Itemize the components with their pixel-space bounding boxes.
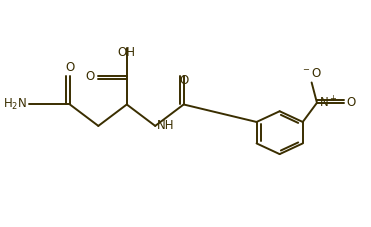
Text: OH: OH: [118, 46, 136, 59]
Text: O: O: [347, 96, 356, 109]
Text: O: O: [179, 74, 188, 87]
Text: N$^+$: N$^+$: [319, 95, 337, 110]
Text: O: O: [65, 61, 75, 74]
Text: NH: NH: [157, 119, 174, 132]
Text: O: O: [86, 70, 95, 83]
Text: H$_2$N: H$_2$N: [3, 97, 27, 112]
Text: $^-$O: $^-$O: [301, 67, 322, 80]
